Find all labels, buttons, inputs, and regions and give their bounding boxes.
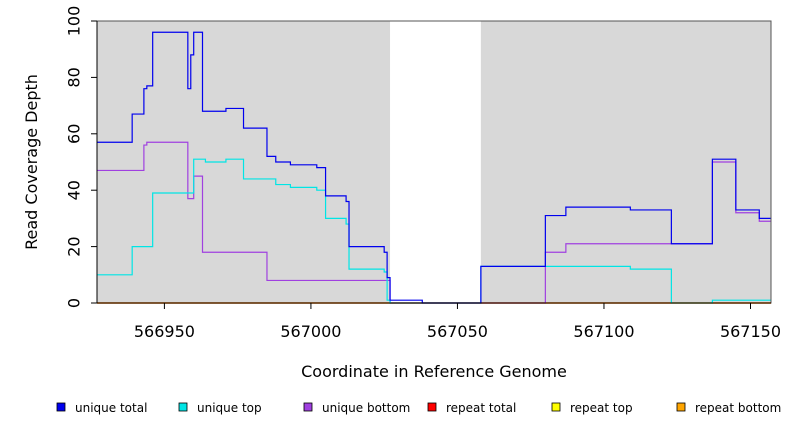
y-tick-label: 100	[65, 6, 84, 37]
legend-swatch	[303, 402, 313, 412]
legend-entry-repeat-top: repeat top	[551, 401, 633, 415]
x-axis: 566950 567000 567050 567100 567150	[97, 302, 781, 341]
legend-entry-unique-top: unique top	[178, 401, 262, 415]
series-line-unique-total	[97, 31, 771, 304]
y-tick-label: 20	[65, 236, 84, 256]
legend-label: unique total	[75, 401, 147, 415]
y-axis: 0 20 40 60 80 100	[65, 6, 98, 308]
legend-swatch	[676, 402, 686, 412]
legend-swatch	[427, 402, 437, 412]
legend: unique total unique top unique bottom repea…	[56, 401, 781, 415]
series-line-unique-top	[97, 158, 771, 304]
y-axis-title: Read Coverage Depth	[22, 74, 41, 250]
legend-label: repeat top	[570, 401, 633, 415]
legend-swatch	[56, 402, 66, 412]
x-tick-label: 567100	[573, 322, 634, 341]
legend-entry-repeat-total: repeat total	[427, 401, 516, 415]
legend-swatch	[551, 402, 561, 412]
y-tick-label: 60	[65, 124, 84, 144]
y-tick-label: 40	[65, 180, 84, 200]
legend-label: unique bottom	[322, 401, 410, 415]
legend-entry-repeat-bottom: repeat bottom	[676, 401, 781, 415]
x-axis-title: Coordinate in Reference Genome	[301, 362, 567, 381]
legend-entry-unique-total: unique total	[56, 401, 147, 415]
y-tick-label: 0	[65, 298, 84, 308]
legend-label: unique top	[197, 401, 262, 415]
legend-label: repeat total	[446, 401, 516, 415]
legend-entry-unique-bottom: unique bottom	[303, 401, 410, 415]
x-tick-label: 567150	[720, 322, 781, 341]
x-tick-label: 566950	[134, 322, 195, 341]
y-tick-label: 80	[65, 67, 84, 87]
x-tick-label: 567000	[280, 322, 341, 341]
legend-label: repeat bottom	[695, 401, 781, 415]
plot-background	[97, 21, 771, 303]
x-tick-label: 567050	[427, 322, 488, 341]
legend-swatch	[178, 402, 188, 412]
